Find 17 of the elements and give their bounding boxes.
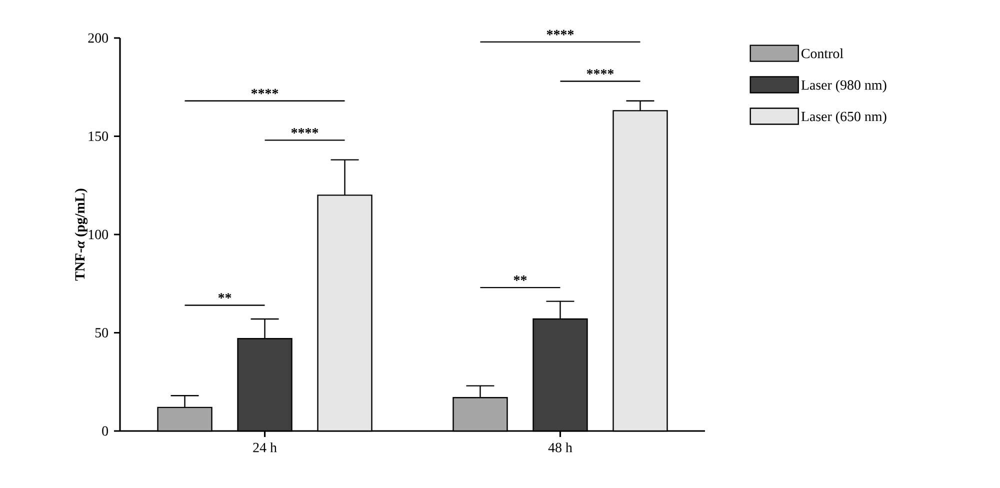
legend-label: Laser (980 nm) xyxy=(801,80,886,93)
y-tick-label: 50 xyxy=(95,328,108,338)
y-tick-label: 0 xyxy=(102,426,108,436)
annotation: **** xyxy=(291,128,318,134)
y-tick-label: 100 xyxy=(88,230,108,240)
x-tick-label: 48 h xyxy=(548,442,572,452)
annotation: **** xyxy=(251,88,278,94)
annotation: **** xyxy=(586,69,614,74)
y-axis-title: TNF-α (pg/mL) xyxy=(74,188,88,281)
annotation: ** xyxy=(218,293,232,299)
x-tick-label: 24 h xyxy=(253,442,277,452)
y-tick-label: 150 xyxy=(88,132,108,141)
legend-label: Control xyxy=(802,48,844,58)
y-tick-label: 200 xyxy=(88,33,108,43)
legend-label: Laser (650 nm) xyxy=(801,111,886,124)
annotation: ** xyxy=(514,276,527,281)
text: **** xyxy=(546,30,574,36)
